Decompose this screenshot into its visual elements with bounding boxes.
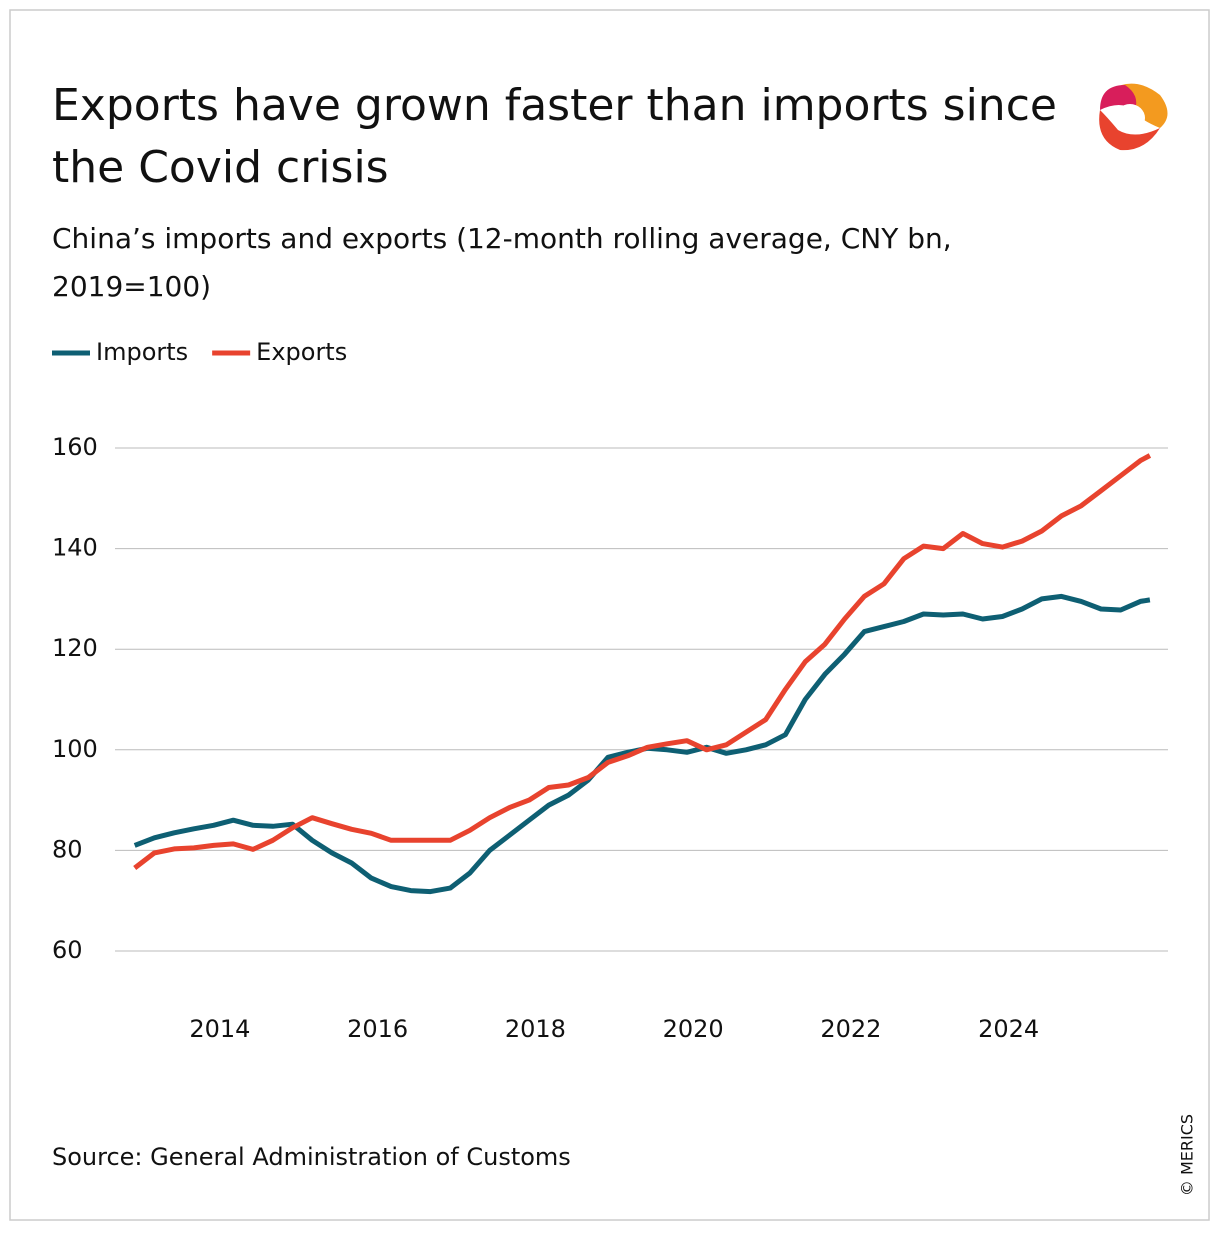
legend-label: Exports — [256, 338, 347, 366]
y-tick-label: 80 — [52, 835, 83, 863]
y-tick-label: 100 — [52, 735, 98, 763]
frame — [9, 9, 1210, 1221]
x-tick-label: 2018 — [505, 1015, 566, 1043]
source: Source: General Administration of Custom… — [52, 1143, 571, 1171]
line-series — [133, 453, 1152, 870]
chart-title: the Covid crisis — [52, 142, 389, 193]
subtitle: China’s imports and exports (12-month ro… — [52, 222, 952, 255]
legend-label: Imports — [96, 338, 188, 366]
x-tick-label: 2020 — [663, 1015, 724, 1043]
x-tick-label: 2022 — [820, 1015, 881, 1043]
x-tick-label: 2024 — [978, 1015, 1039, 1043]
line-series — [133, 593, 1151, 895]
subtitle: 2019=100) — [52, 270, 211, 303]
x-tick-label: 2016 — [347, 1015, 408, 1043]
copyright: © MERICS — [1178, 1114, 1197, 1196]
x-tick-label: 2014 — [189, 1015, 250, 1043]
logo — [1099, 83, 1168, 151]
y-tick-label: 140 — [52, 534, 98, 562]
y-tick-label: 60 — [52, 936, 83, 964]
y-tick-label: 120 — [52, 634, 98, 662]
y-tick-label: 160 — [52, 433, 98, 461]
chart-title: Exports have grown faster than imports s… — [52, 80, 1057, 131]
